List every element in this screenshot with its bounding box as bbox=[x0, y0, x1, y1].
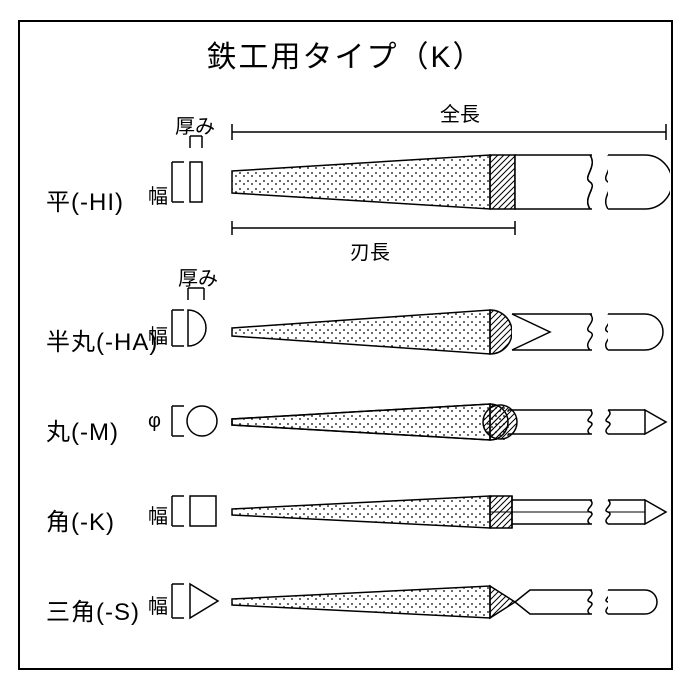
dia-label-m: φ bbox=[148, 410, 161, 433]
row-label-k: 角(-K) bbox=[46, 502, 115, 537]
profile-ha bbox=[168, 284, 228, 359]
diagram-title: 鉄工用タイプ（K） bbox=[20, 32, 671, 76]
profile-hi bbox=[168, 130, 228, 215]
row-label-hi: 平(-HI) bbox=[46, 182, 124, 217]
profile-k bbox=[168, 484, 228, 539]
file-m bbox=[230, 398, 670, 446]
profile-m bbox=[168, 394, 228, 449]
profile-s bbox=[168, 574, 228, 629]
blade-length-label: 刃長 bbox=[350, 236, 390, 265]
row-label-s: 三角(-S) bbox=[46, 592, 140, 627]
row-label-ha: 半丸(-HA) bbox=[46, 322, 158, 357]
width-label-hi: 幅 bbox=[148, 180, 168, 209]
width-label-k: 幅 bbox=[148, 500, 168, 529]
width-label-ha: 幅 bbox=[148, 320, 168, 349]
dim-total-length bbox=[230, 122, 670, 142]
file-s bbox=[230, 578, 670, 626]
row-label-m: 丸(-M) bbox=[46, 412, 119, 447]
file-ha bbox=[230, 304, 670, 360]
file-k bbox=[230, 488, 670, 536]
file-hi bbox=[230, 147, 670, 217]
width-label-s: 幅 bbox=[148, 590, 168, 619]
diagram-frame: 鉄工用タイプ（K） 平(-HI) 厚み 幅 全長 bbox=[18, 20, 673, 670]
dim-blade-length bbox=[230, 220, 530, 240]
